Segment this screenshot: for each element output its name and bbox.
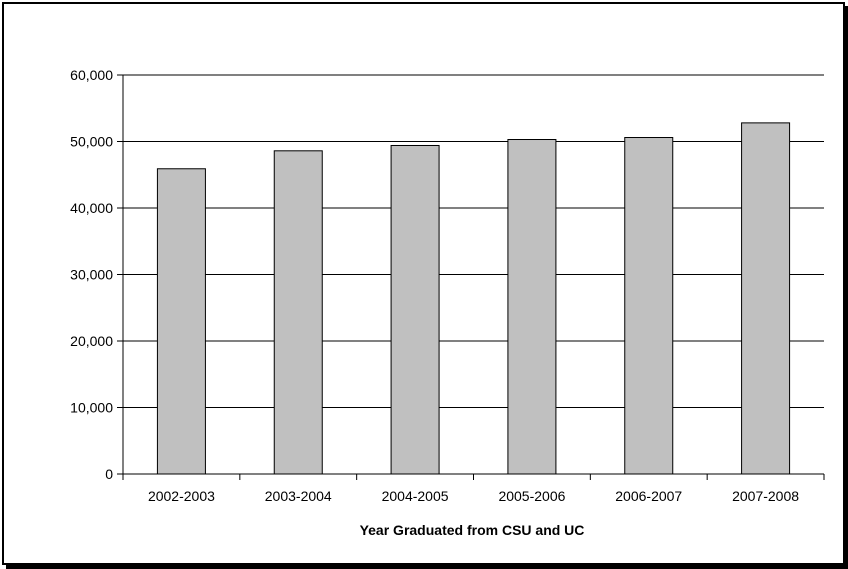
x-tick-label: 2006-2007 bbox=[615, 488, 682, 504]
axes bbox=[117, 74, 825, 480]
bar-2006-2007 bbox=[624, 137, 674, 475]
y-tick-label: 10,000 bbox=[70, 400, 113, 416]
x-axis-title: Year Graduated from CSU and UC bbox=[360, 522, 585, 538]
bar-2003-2004 bbox=[273, 150, 323, 475]
y-tick-label: 40,000 bbox=[70, 200, 113, 216]
y-tick-label: 30,000 bbox=[70, 267, 113, 283]
x-tick-labels: 2002-2003 2003-2004 2004-2005 2005-2006 2006… bbox=[148, 488, 799, 504]
bar-2007-2008 bbox=[741, 122, 791, 475]
x-tick-label: 2005-2006 bbox=[498, 488, 565, 504]
x-tick-label: 2007-2008 bbox=[732, 488, 799, 504]
y-tick-label: 50,000 bbox=[70, 134, 113, 150]
y-tick-label: 60,000 bbox=[70, 67, 113, 83]
y-tick-labels: 0 10,000 20,000 30,000 40,000 50,000 60,000 bbox=[70, 67, 113, 482]
bars bbox=[156, 122, 791, 475]
x-tick-label: 2003-2004 bbox=[265, 488, 332, 504]
gridlines bbox=[123, 74, 824, 408]
bar-2002-2003 bbox=[156, 168, 206, 475]
bar-2004-2005 bbox=[390, 144, 440, 475]
x-tick-label: 2004-2005 bbox=[382, 488, 449, 504]
bar-2005-2006 bbox=[507, 139, 557, 475]
x-tick-label: 2002-2003 bbox=[148, 488, 215, 504]
y-tick-label: 0 bbox=[105, 466, 113, 482]
y-tick-label: 20,000 bbox=[70, 333, 113, 349]
